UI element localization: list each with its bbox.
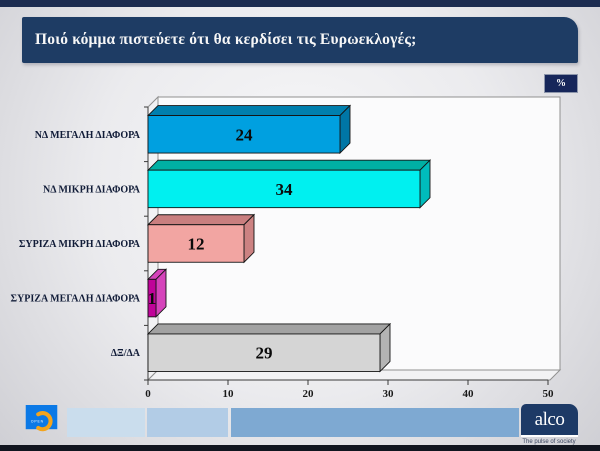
x-tick-label: 20 xyxy=(303,388,315,400)
unit-percent-badge: % xyxy=(544,74,578,93)
category-label: ΣΥΡΙΖΑ ΜΙΚΡΗ ΔΙΑΦΟΡΑ xyxy=(19,239,141,250)
alco-logo-text: alco xyxy=(534,409,565,430)
bar-value-label: 29 xyxy=(256,344,273,363)
top-accent-strip xyxy=(0,0,600,7)
bar-front-face xyxy=(147,224,245,263)
bar-front-face xyxy=(147,333,381,372)
bar-value-label: 1 xyxy=(148,289,157,308)
bar-top-face xyxy=(146,159,432,171)
bar-front-face xyxy=(147,278,157,318)
category-label: ΣΥΡΙΖΑ ΜΕΓΑΛΗ ΔΙΑΦΟΡΑ xyxy=(11,294,141,305)
x-tick-label: 40 xyxy=(463,388,475,400)
bar-value-label: 12 xyxy=(188,235,205,254)
open-logo-text: OPEN xyxy=(31,420,44,424)
open-crescent-icon xyxy=(36,411,53,432)
bar-front-face xyxy=(147,115,341,154)
bar-top-face xyxy=(146,323,392,335)
open-logo-background xyxy=(25,405,58,430)
x-tick-label: 30 xyxy=(383,388,395,400)
footer-band-segment-2 xyxy=(147,408,228,437)
open-tv-logo: OPEN xyxy=(25,405,58,432)
x-tick-label: 50 xyxy=(543,388,555,400)
bottom-accent-strip xyxy=(0,445,600,451)
bar-top-face xyxy=(146,214,256,226)
x-tick-label: 10 xyxy=(223,388,235,400)
bar-value-label: 24 xyxy=(236,125,254,144)
x-tick-label: 0 xyxy=(145,388,151,400)
category-label: ΝΔ ΜΕΓΑΛΗ ΔΙΑΦΟΡΑ xyxy=(35,130,141,141)
category-label: ΝΔ ΜΙΚΡΗ ΔΙΑΦΟΡΑ xyxy=(43,184,141,195)
slide-title: Ποιό κόμμα πιστεύετε ότι θα κερδίσει τις… xyxy=(35,31,417,48)
footer-band-segment-1 xyxy=(67,408,145,437)
category-label: ΔΞ/ΔΑ xyxy=(111,348,141,359)
bar-value-label: 34 xyxy=(276,180,294,199)
alco-logo: alco xyxy=(521,404,578,437)
footer-band-segment-3 xyxy=(231,408,519,437)
bar-front-face xyxy=(147,169,421,209)
bar-top-face xyxy=(146,105,352,117)
alco-tagline: The pulse of society xyxy=(522,439,576,445)
slide-title-bar: Ποιό κόμμα πιστεύετε ότι θα κερδίσει τις… xyxy=(22,17,578,63)
